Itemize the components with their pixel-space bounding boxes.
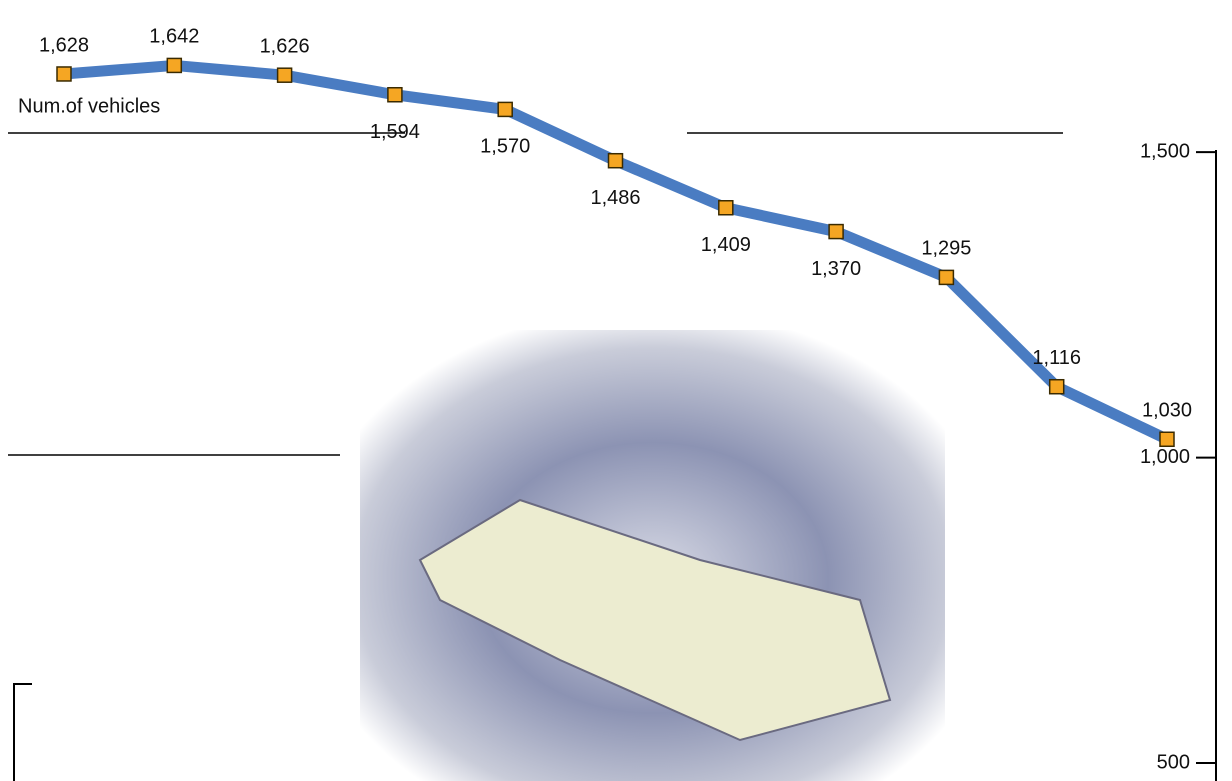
marker bbox=[276, 67, 293, 83]
marker bbox=[607, 152, 624, 169]
marker bbox=[718, 200, 734, 216]
data-label: 1,030 bbox=[1142, 400, 1192, 422]
marker bbox=[497, 101, 513, 118]
y-tick-label: 1,500 bbox=[1140, 140, 1190, 162]
data-label: 1,628 bbox=[39, 34, 89, 56]
marker bbox=[1159, 431, 1175, 448]
data-label: 1,642 bbox=[149, 26, 199, 48]
marker bbox=[166, 57, 183, 74]
data-label: 1,570 bbox=[480, 136, 530, 158]
marker bbox=[387, 86, 403, 103]
data-label: 1,409 bbox=[701, 234, 751, 256]
data-label: 1,594 bbox=[370, 121, 420, 143]
marker bbox=[56, 66, 72, 82]
y-tick-label: 1,000 bbox=[1140, 446, 1190, 468]
data-label: 1,295 bbox=[921, 238, 971, 260]
marker bbox=[828, 223, 844, 240]
y-tick-label: 500 bbox=[1157, 751, 1190, 773]
car-illustration bbox=[418, 498, 892, 742]
marker bbox=[938, 269, 955, 286]
data-label: 1,116 bbox=[1032, 347, 1081, 369]
data-label: 1,486 bbox=[590, 187, 640, 209]
data-label: 1,626 bbox=[260, 35, 310, 57]
data-label: 1,370 bbox=[811, 258, 861, 280]
marker bbox=[1048, 378, 1065, 395]
decor-bracket bbox=[13, 683, 32, 781]
y-axis-label: Num.of vehicles bbox=[18, 95, 160, 117]
